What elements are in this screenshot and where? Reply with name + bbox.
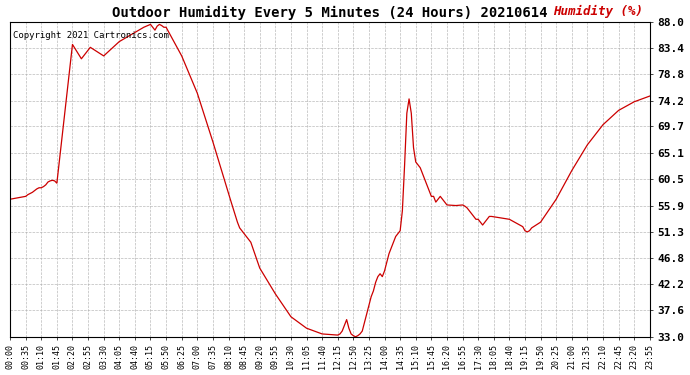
Text: Humidity (%): Humidity (%) [553, 5, 643, 18]
Text: Copyright 2021 Cartronics.com: Copyright 2021 Cartronics.com [13, 31, 169, 40]
Title: Outdoor Humidity Every 5 Minutes (24 Hours) 20210614: Outdoor Humidity Every 5 Minutes (24 Hou… [112, 6, 548, 20]
